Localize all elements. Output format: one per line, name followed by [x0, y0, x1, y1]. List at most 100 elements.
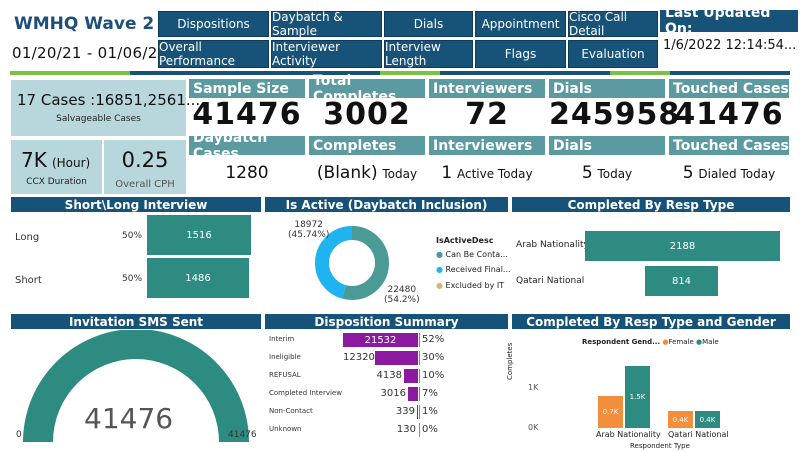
kpi-sample-size-value: 41476	[192, 97, 302, 132]
disposition-label: Interim	[269, 335, 295, 343]
disposition-axis-tick	[419, 423, 420, 437]
nav-overall-performance[interactable]: Overall Performance	[158, 40, 269, 68]
disposition-pct: 30%	[422, 352, 445, 363]
stripe-accent-2	[380, 71, 440, 75]
kpi-total-completes-label: Total Completes	[309, 73, 425, 105]
overall-cph-value: 0.25	[121, 148, 169, 172]
stripe-accent-3	[610, 71, 670, 75]
legend-item-can-be-contacted[interactable]: ● Can Be Conta...	[436, 250, 508, 259]
nav-dispositions[interactable]: Dispositions	[158, 11, 269, 37]
disposition-value: 130	[396, 424, 416, 435]
resp-type-bar-qatari[interactable]: 814	[645, 266, 718, 296]
gender-x-cat-qatari: Qatari National	[668, 430, 729, 439]
female-legend-label: Female	[668, 338, 694, 346]
donut-slice-received-final[interactable]	[315, 226, 389, 300]
disposition-bar[interactable]: 21532	[343, 333, 418, 347]
disposition-pct: 10%	[422, 370, 445, 381]
kpi-touched-today-value: 5 Dialed Today	[682, 163, 776, 183]
sms-gauge-min: 0	[16, 430, 22, 440]
disposition-bar[interactable]	[404, 369, 418, 383]
gender-y-tick-1k: 1K	[528, 383, 539, 392]
disposition-bar[interactable]	[375, 351, 418, 365]
last-updated-label: Last Updated On:	[660, 5, 798, 37]
donut-callout-received: 18972 (45.74%)	[288, 220, 330, 240]
male-legend-label: Male	[702, 338, 719, 346]
female-legend-dot: ●	[662, 338, 669, 346]
short-long-header: Short\Long Interview	[11, 197, 261, 212]
ccx-duration-label: CCX Duration	[26, 177, 87, 187]
kpi-touched-cases-value: 41476	[674, 97, 784, 132]
kpi-dials-today-label: Dials	[549, 136, 665, 155]
nav-interviewer-activity[interactable]: Interviewer Activity	[271, 40, 382, 68]
kpi-interviewers-label: Interviewers	[429, 79, 545, 98]
legend-item-excluded-by-it[interactable]: ● Excluded by IT	[436, 281, 505, 290]
resp-type-cat-qatari: Qatari National	[516, 276, 585, 286]
disposition-label: Non-Contact	[269, 407, 313, 415]
short-long-bar-long[interactable]: 1516	[147, 215, 251, 255]
short-long-pct-long: 50%	[122, 231, 143, 241]
kpi-dials-today-value: 5 Today	[581, 163, 633, 183]
kpi-touched-today-label: Touched Cases	[669, 136, 789, 155]
short-long-bar-short[interactable]: 1486	[147, 258, 249, 298]
completed-gender-header: Completed By Resp Type and Gender	[512, 314, 790, 329]
salvageable-cases-value: 17 Cases :16851,2561...	[17, 91, 201, 109]
short-long-cat-short: Short	[15, 275, 42, 286]
nav-daybatch-sample[interactable]: Daybatch & Sample	[271, 10, 382, 38]
gender-legend-title: Respondent Gend...	[582, 338, 661, 346]
disposition-label: REFUSAL	[269, 371, 301, 379]
sms-gauge-arc[interactable]	[23, 330, 249, 442]
completed-type-header: Completed By Resp Type	[512, 197, 790, 212]
kpi-interviewers-value: 72	[465, 97, 509, 132]
legend-item-received-final[interactable]: ● Received Final...	[436, 265, 511, 274]
gender-y-label: Completes	[506, 342, 514, 380]
disposition-value: 339	[395, 406, 415, 417]
disposition-axis-tick	[419, 405, 420, 419]
disposition-label: Unknown	[269, 425, 302, 433]
kpi-daybatch-cases-value: 1280	[225, 163, 269, 183]
nav-evaluation[interactable]: Evaluation	[568, 40, 658, 68]
disposition-value: 4138	[376, 370, 402, 381]
gender-bar-qatari-female[interactable]: 0.4K	[668, 411, 693, 428]
sms-gauge	[23, 330, 249, 442]
nav-flags[interactable]: Flags	[475, 40, 566, 68]
kpi-sample-size-label: Sample Size	[189, 79, 305, 98]
gender-x-title: Respondent Type	[630, 442, 690, 450]
nav-cisco-call-detail[interactable]: Cisco Call Detail	[568, 10, 658, 38]
gender-bar-qatari-male[interactable]: 0.4K	[695, 411, 720, 428]
male-legend-dot: ●	[696, 338, 703, 346]
overall-cph-label: Overall CPH	[115, 179, 175, 190]
gender-bar-arab-male[interactable]: 1.5K	[625, 366, 650, 428]
sms-gauge-value: 41476	[84, 402, 174, 435]
date-range: 01/20/21 - 01/06/22	[12, 44, 168, 62]
gender-y-tick-0k: 0K	[528, 423, 539, 432]
overall-cph-box: 0.25 Overall CPH	[104, 140, 186, 194]
resp-type-bar-arab[interactable]: 2188	[585, 231, 780, 261]
disposition-axis-tick	[419, 387, 420, 401]
disposition-bar[interactable]	[408, 387, 418, 401]
gender-legend: Respondent Gend... ●Female ●Male	[582, 338, 719, 346]
disposition-axis-tick	[419, 351, 420, 365]
nav-appointment[interactable]: Appointment	[475, 11, 566, 37]
disposition-axis-tick	[419, 369, 420, 383]
last-updated-value: 1/6/2022 12:14:54...	[663, 38, 797, 53]
donut-callout-can-contact: 22480 (54.2%)	[384, 285, 420, 305]
kpi-interviewers-today-value: 1 Active Today	[441, 163, 533, 183]
kpi-dials-value: 245958	[549, 97, 681, 132]
kpi-completes-today-label: Completes	[309, 136, 425, 155]
kpi-touched-cases-label: Touched Cases	[669, 79, 789, 98]
kpi-completes-today-value: (Blank) Today	[316, 163, 418, 183]
gender-x-cat-arab: Arab Nationality	[596, 430, 661, 439]
sms-gauge-max: 41476	[228, 430, 257, 440]
nav-interview-length[interactable]: Interview Length	[384, 40, 473, 68]
kpi-interviewers-today-label: Interviewers	[429, 136, 545, 155]
stripe-accent-1	[10, 71, 130, 75]
nav-dials[interactable]: Dials	[384, 11, 473, 37]
disposition-bar[interactable]	[417, 405, 418, 419]
disposition-header: Disposition Summary	[265, 314, 508, 329]
disposition-label: Completed Interview	[269, 389, 342, 397]
is-active-header: Is Active (Daybatch Inclusion)	[265, 197, 508, 212]
sms-header: Invitation SMS Sent	[11, 314, 261, 329]
gender-bar-arab-female[interactable]: 0.7K	[598, 396, 623, 428]
ccx-duration-unit: (Hour)	[51, 156, 91, 170]
dashboard-title: WMHQ Wave 2	[14, 14, 155, 34]
